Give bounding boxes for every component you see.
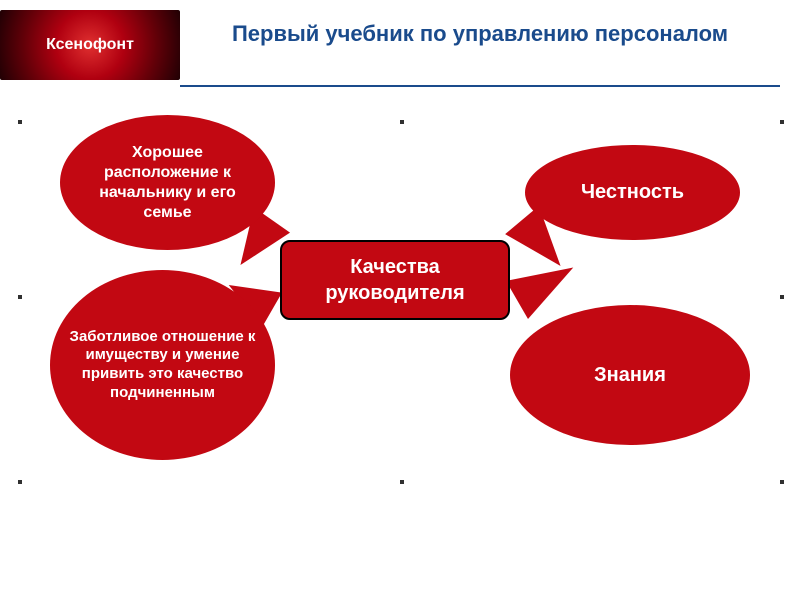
quality-bubble-label: Хорошее расположение к начальнику и его … — [78, 143, 257, 223]
author-badge-label: Ксенофонт — [46, 36, 134, 54]
grid-dot — [400, 480, 404, 484]
grid-dot — [18, 120, 22, 124]
grid-dot — [18, 295, 22, 299]
quality-bubble-bottom-left: Заботливое отношение к имуществу и умени… — [50, 270, 275, 460]
grid-dot — [780, 120, 784, 124]
bubble-tail — [506, 248, 584, 319]
quality-bubble-top-left: Хорошее расположение к начальнику и его … — [60, 115, 275, 250]
title-rule — [180, 85, 780, 87]
grid-dot — [18, 480, 22, 484]
grid-dot — [400, 120, 404, 124]
quality-bubble-top-right: Честность — [525, 145, 740, 240]
quality-bubble-label: Знания — [594, 363, 666, 388]
page-title: Первый учебник по управлению персоналом — [200, 20, 760, 49]
quality-bubble-bottom-right: Знания — [510, 305, 750, 445]
author-badge: Ксенофонт — [0, 10, 180, 80]
center-node-line1: Качества — [350, 254, 440, 280]
grid-dot — [780, 295, 784, 299]
quality-bubble-label: Честность — [581, 180, 684, 205]
center-node: Качестваруководителя — [280, 240, 510, 320]
center-node-line2: руководителя — [325, 280, 464, 306]
grid-dot — [780, 480, 784, 484]
quality-bubble-label: Заботливое отношение к имуществу и умени… — [68, 328, 257, 403]
qualities-diagram: Хорошее расположение к начальнику и его … — [0, 110, 800, 590]
